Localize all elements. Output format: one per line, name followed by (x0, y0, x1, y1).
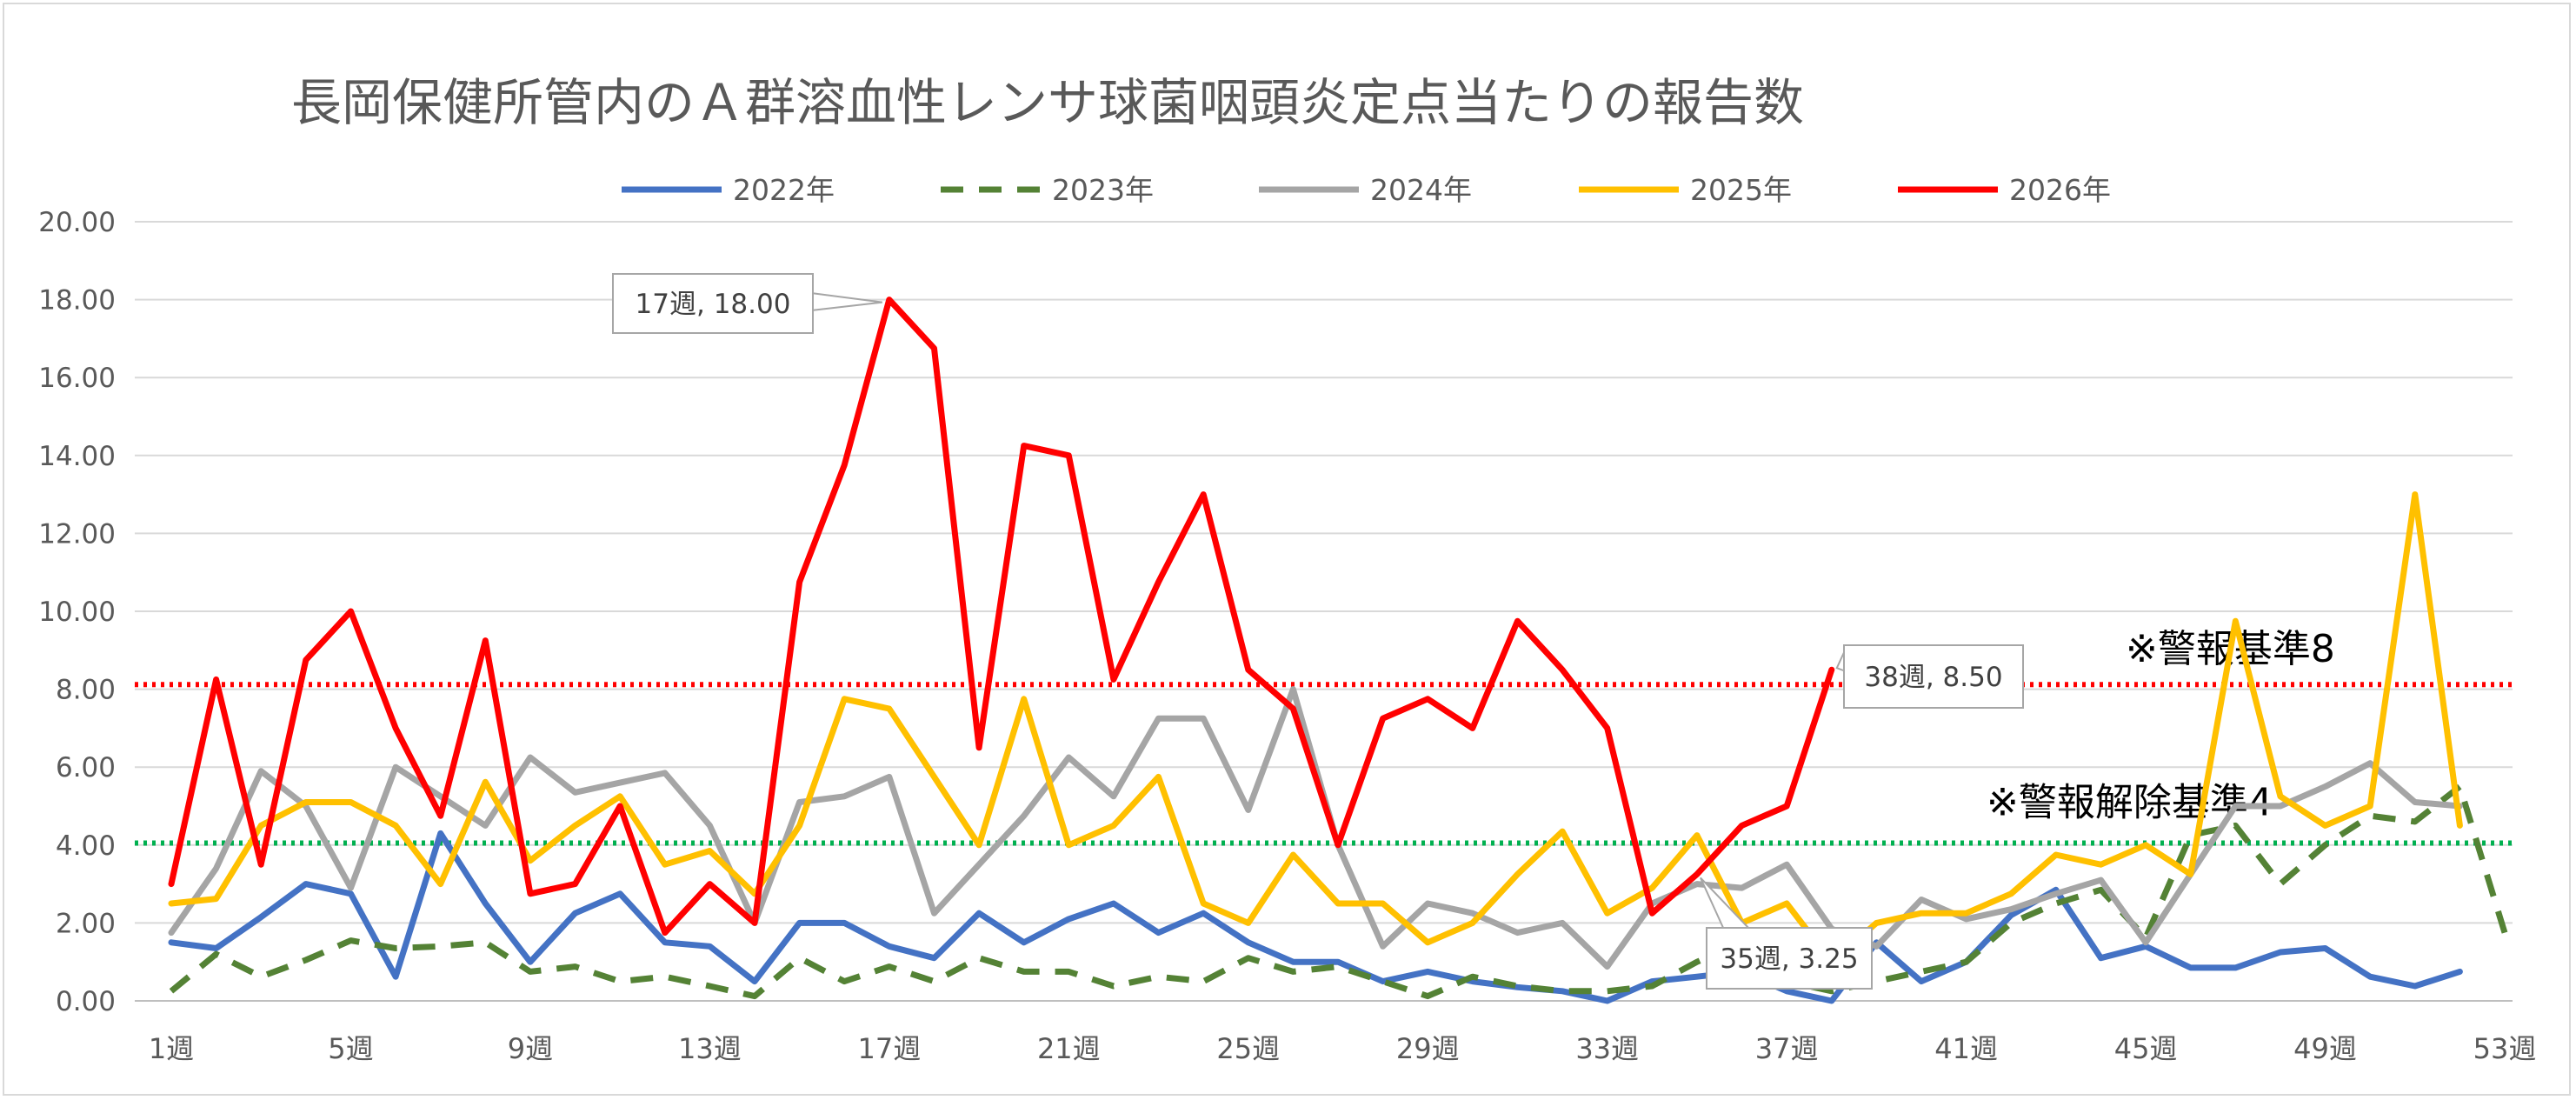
chart-title: 長岡保健所管内のＡ群溶血性レンサ球菌咽頭炎定点当たりの報告数 (291, 73, 1804, 132)
y-tick-label: 20.00 (38, 207, 116, 238)
x-tick-label: 25週 (1216, 1032, 1280, 1065)
legend-label: 2024年 (1370, 173, 1472, 207)
y-tick-label: 14.00 (38, 441, 116, 472)
legend-label: 2022年 (733, 173, 835, 207)
legend-label: 2026年 (2009, 173, 2111, 207)
y-axis-ticks: 0.00 2.00 4.00 6.00 8.00 10.00 12.00 14.00 16.00… (38, 207, 116, 1017)
x-tick-label: 13週 (678, 1032, 742, 1065)
series-line (168, 830, 2463, 1004)
callout-box (1843, 644, 2024, 709)
callout-box (612, 273, 814, 334)
y-tick-label: 12.00 (38, 518, 116, 550)
x-tick-label: 29週 (1396, 1032, 1460, 1065)
y-tick-label: 0.00 (56, 986, 116, 1017)
callout-label: 35週, 3.25 (1720, 943, 1858, 975)
x-tick-label: 21週 (1037, 1032, 1101, 1065)
x-tick-label: 53週 (2473, 1032, 2537, 1065)
legend-label: 2025年 (1690, 173, 1792, 207)
series-lines (168, 297, 2508, 1004)
y-tick-label: 2.00 (56, 908, 116, 939)
x-tick-label: 49週 (2293, 1032, 2357, 1065)
y-tick-label: 4.00 (56, 830, 116, 862)
callout-leader (810, 292, 882, 311)
y-tick-label: 8.00 (56, 675, 116, 706)
x-tick-label: 45週 (2114, 1032, 2178, 1065)
legend: 2022年 2023年 2024年 2025年 2026年 (622, 173, 2111, 207)
y-tick-label: 6.00 (56, 752, 116, 783)
line-chart: 長岡保健所管内のＡ群溶血性レンサ球菌咽頭炎定点当たりの報告数 2022年 2023… (38, 73, 2537, 1065)
y-tick-label: 18.00 (38, 285, 116, 317)
data-callouts: 17週, 18.00 35週, 3.25 38週, 8.50 (612, 273, 2024, 990)
y-tick-label: 16.00 (38, 363, 116, 394)
series-line (168, 491, 2463, 965)
callout-label: 17週, 18.00 (636, 289, 791, 320)
x-tick-label: 33週 (1575, 1032, 1639, 1065)
callout-box (1706, 927, 1873, 990)
series-line (169, 783, 2508, 1000)
x-tick-label: 17週 (857, 1032, 921, 1065)
callout-leader (1700, 877, 1751, 930)
x-axis-ticks: 1週 5週 9週 13週 17週 21週 25週 29週 33週 37週 41週 45週 49週 53週 (149, 1032, 2537, 1065)
series-line (168, 686, 2463, 970)
callout-label: 38週, 8.50 (1864, 662, 2002, 693)
x-tick-label: 1週 (149, 1032, 194, 1065)
chart-frame: 長岡保健所管内のＡ群溶血性レンサ球菌咽頭炎定点当たりの報告数 2022年 2023… (3, 3, 2571, 1096)
gridlines (135, 221, 2513, 1002)
x-tick-label: 41週 (1934, 1032, 1998, 1065)
series-line (168, 297, 1835, 937)
x-tick-label: 9週 (508, 1032, 553, 1065)
y-tick-label: 10.00 (38, 597, 116, 628)
x-tick-label: 37週 (1755, 1032, 1819, 1065)
legend-label: 2023年 (1052, 173, 1154, 207)
x-tick-label: 5週 (328, 1032, 373, 1065)
